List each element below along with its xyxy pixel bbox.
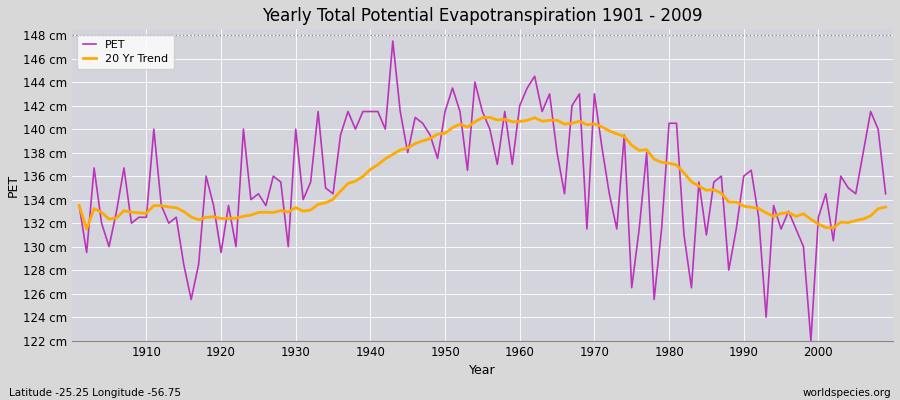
Title: Yearly Total Potential Evapotranspiration 1901 - 2009: Yearly Total Potential Evapotranspiratio… [262, 7, 703, 25]
Text: Latitude -25.25 Longitude -56.75: Latitude -25.25 Longitude -56.75 [9, 388, 181, 398]
20 Yr Trend [350, 179, 361, 184]
PET [387, 39, 398, 44]
Line: PET: PET [79, 41, 886, 341]
Text: worldspecies.org: worldspecies.org [803, 388, 891, 398]
PET [880, 191, 891, 196]
PET [74, 203, 85, 208]
PET [133, 215, 144, 220]
20 Yr Trend [305, 208, 316, 212]
20 Yr Trend [74, 203, 85, 208]
PET [298, 197, 309, 202]
20 Yr Trend [529, 115, 540, 120]
PET [343, 109, 354, 114]
20 Yr Trend [522, 118, 533, 123]
20 Yr Trend [484, 115, 495, 120]
PET [806, 338, 816, 343]
PET [514, 103, 525, 108]
X-axis label: Year: Year [469, 364, 496, 377]
20 Yr Trend [880, 204, 891, 209]
PET [611, 227, 622, 232]
20 Yr Trend [81, 227, 92, 232]
Legend: PET, 20 Yr Trend: PET, 20 Yr Trend [77, 35, 174, 70]
Y-axis label: PET: PET [7, 173, 20, 196]
Line: 20 Yr Trend: 20 Yr Trend [79, 117, 886, 229]
20 Yr Trend [141, 211, 152, 216]
20 Yr Trend [619, 134, 630, 139]
PET [522, 86, 533, 90]
